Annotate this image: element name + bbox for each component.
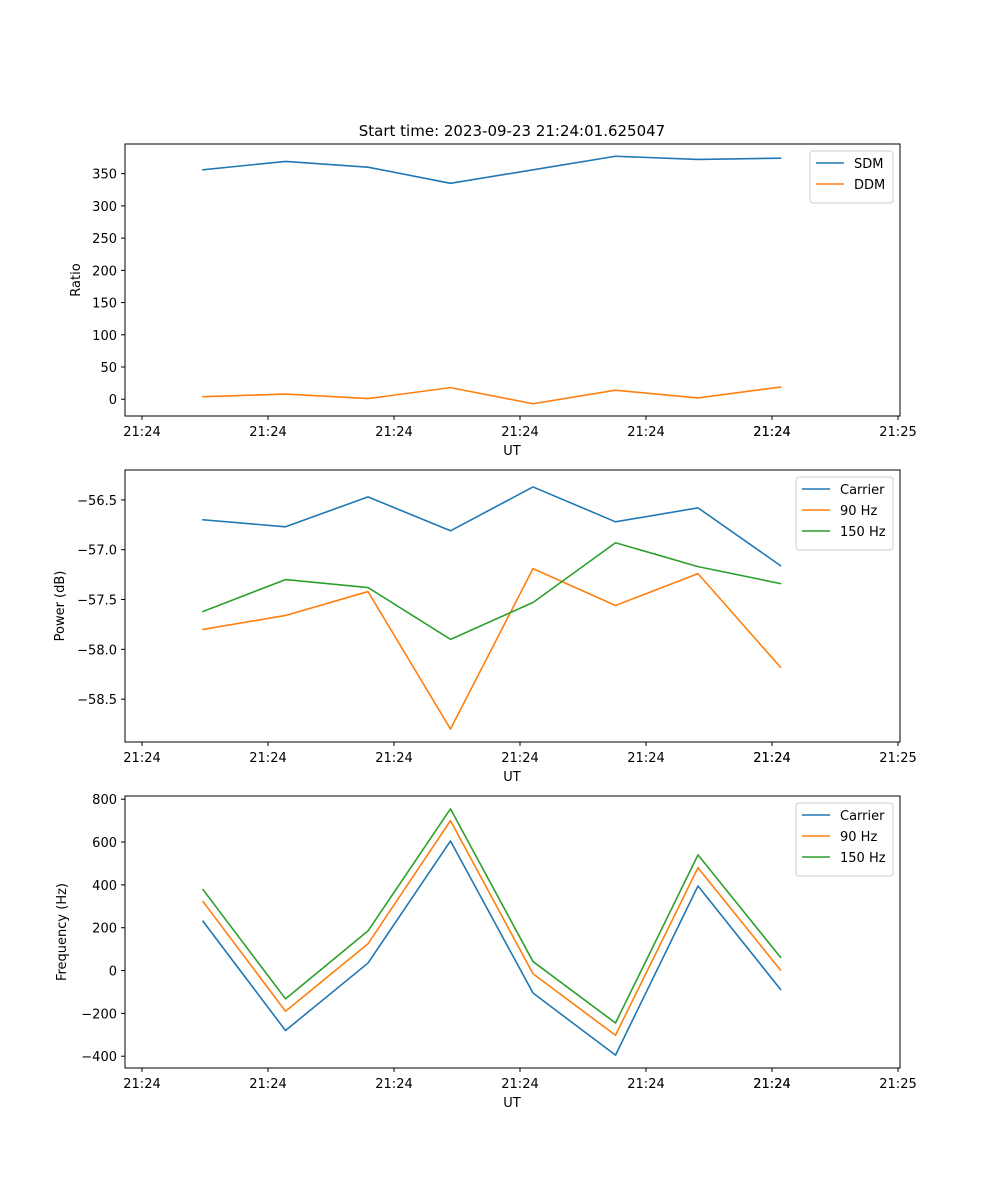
- x-tick-label: 21:24: [249, 751, 286, 766]
- y-tick-label: −400: [81, 1050, 117, 1065]
- x-tick-label: 21:24: [501, 425, 538, 440]
- axes-frame: [124, 143, 901, 417]
- legend-label: 150 Hz: [840, 525, 886, 540]
- axes-frame: [124, 795, 901, 1069]
- x-tick-label: 21:24: [753, 425, 790, 440]
- x-tick-label: 21:24: [375, 425, 412, 440]
- y-tick-label: 800: [92, 793, 117, 808]
- y-tick-label: 0: [109, 965, 117, 980]
- x-tick-label: 21:24: [753, 1077, 790, 1092]
- legend-label: Carrier: [840, 809, 885, 824]
- legend: Carrier 90 Hz 150 Hz: [795, 802, 894, 877]
- x-tick-label: 21:24: [753, 425, 790, 440]
- series-line-150-hz: [201, 808, 782, 1024]
- y-tick-label: 600: [92, 836, 117, 851]
- x-tick-label: 21:24: [375, 1077, 412, 1092]
- x-tick-label: 21:24: [123, 1077, 160, 1092]
- y-tick-label: −200: [81, 1007, 117, 1022]
- legend-label: DDM: [854, 178, 885, 193]
- x-tick-label: 21:24: [501, 1077, 538, 1092]
- x-tick-label: 21:24: [627, 1077, 664, 1092]
- legend-label: Carrier: [840, 483, 885, 498]
- x-tick-label: 21:25: [879, 1077, 916, 1092]
- y-tick-label: −57.5: [77, 594, 117, 609]
- y-tick-label: 150: [92, 297, 117, 312]
- x-tick-label: 21:24: [123, 751, 160, 766]
- x-tick-label: 21:24: [123, 425, 160, 440]
- y-axis-label: Ratio: [69, 263, 84, 296]
- y-tick-label: −56.5: [77, 494, 117, 509]
- x-tick-label: 21:24: [753, 751, 790, 766]
- y-axis-label: Power (dB): [53, 571, 68, 642]
- y-tick-label: 100: [92, 329, 117, 344]
- legend-label: 90 Hz: [840, 830, 877, 845]
- x-tick-label: 21:24: [501, 751, 538, 766]
- series-line-90-hz: [201, 819, 782, 1037]
- y-tick-label: 350: [92, 168, 117, 183]
- x-tick-label: 21:24: [753, 1077, 790, 1092]
- series-line-sdm: [202, 155, 782, 185]
- x-axis-label: UT: [503, 770, 521, 785]
- legend-box: [809, 150, 894, 204]
- y-tick-label: 50: [100, 361, 117, 376]
- series-line-150-hz: [201, 541, 782, 641]
- x-tick-label: 21:24: [627, 425, 664, 440]
- y-tick-label: −58.0: [77, 643, 117, 658]
- legend-label: SDM: [854, 157, 883, 172]
- x-tick-label: 21:24: [627, 751, 664, 766]
- series-line-carrier: [202, 486, 782, 567]
- y-tick-label: 0: [109, 393, 117, 408]
- x-axis-label: UT: [503, 444, 521, 459]
- y-tick-label: 300: [92, 200, 117, 215]
- y-tick-label: 400: [92, 879, 117, 894]
- x-tick-label: 21:24: [753, 751, 790, 766]
- legend-label: 150 Hz: [840, 851, 886, 866]
- chart-title: Start time: 2023-09-23 21:24:01.625047: [359, 122, 665, 140]
- y-tick-label: 250: [92, 232, 117, 247]
- y-tick-label: 200: [92, 264, 117, 279]
- y-tick-label: −57.0: [77, 544, 117, 559]
- x-tick-label: 21:25: [879, 425, 916, 440]
- series-line-carrier: [201, 840, 782, 1056]
- axes-frame: [124, 469, 901, 743]
- legend: SDM DDM: [809, 150, 894, 204]
- x-tick-label: 21:24: [375, 751, 412, 766]
- legend-label: 90 Hz: [840, 504, 877, 519]
- x-tick-label: 21:25: [879, 751, 916, 766]
- series-line-90-hz: [202, 567, 782, 730]
- y-axis-label: Frequency (Hz): [55, 883, 70, 981]
- x-tick-label: 21:24: [249, 425, 286, 440]
- x-tick-label: 21:24: [249, 1077, 286, 1092]
- x-axis-label: UT: [503, 1096, 521, 1111]
- y-tick-label: 200: [92, 922, 117, 937]
- legend: Carrier 90 Hz 150 Hz: [795, 476, 894, 551]
- series-line-ddm: [202, 386, 782, 405]
- y-tick-label: −58.5: [77, 693, 117, 708]
